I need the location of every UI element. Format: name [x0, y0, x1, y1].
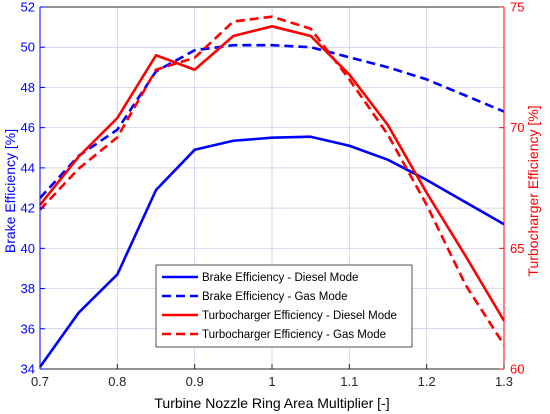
x-tick-label: 1: [268, 374, 275, 389]
left-y-tick-label: 42: [21, 201, 35, 216]
legend: Brake Efficiency - Diesel Mode Brake Effi…: [155, 264, 413, 348]
x-tick-label: 0.7: [31, 374, 49, 389]
legend-box: [155, 264, 413, 348]
left-y-tick-label: 52: [21, 0, 35, 15]
left-y-tick-label: 38: [21, 281, 35, 296]
x-axis-title: Turbine Nozzle Ring Area Multiplier [-]: [154, 395, 389, 411]
x-tick-label: 0.8: [108, 374, 126, 389]
legend-label-3: Turbocharger Efficiency - Diesel Mode: [202, 310, 397, 322]
left-y-tick-label: 46: [21, 120, 35, 135]
right-y-tick-label: 60: [510, 362, 524, 377]
left-y-axis-title: Brake Efficiency [%]: [2, 129, 18, 253]
right-y-tick-label: 75: [510, 0, 524, 15]
right-y-tick-label: 65: [510, 241, 524, 256]
left-y-tick-label: 36: [21, 321, 35, 336]
left-y-axis-ticks: 34 36 38 40 42 44 46 48 50 52: [21, 0, 45, 377]
x-tick-label: 0.9: [186, 374, 204, 389]
series-line-1: [38, 135, 505, 368]
series-line-4: [39, 15, 506, 346]
left-y-tick-label: 40: [21, 241, 35, 256]
legend-label-4: Turbocharger Efficiency - Gas Mode: [202, 329, 386, 341]
left-y-tick-label: 50: [21, 40, 35, 55]
right-y-axis-title: Turbocharger Efficiency [%]: [525, 105, 541, 276]
left-y-tick-label: 44: [21, 160, 35, 175]
x-tick-label: 1.3: [495, 374, 513, 389]
right-y-tick-label: 70: [510, 120, 524, 135]
x-tick-label: 1.1: [340, 374, 358, 389]
x-tick-label: 1.2: [418, 374, 436, 389]
legend-label-2: Brake Efficiency - Gas Mode: [202, 291, 348, 303]
left-y-tick-label: 48: [21, 80, 35, 95]
series-line-2: [39, 43, 505, 199]
left-y-tick-label: 34: [21, 362, 35, 377]
series-lines: [38, 15, 506, 368]
right-y-axis-ticks: 60 65 70 75: [499, 0, 524, 377]
legend-label-1: Brake Efficiency - Diesel Mode: [202, 272, 358, 284]
series-line-3: [38, 25, 506, 322]
x-axis-ticks: 0.7 0.8 0.9 1 1.1 1.2 1.3: [31, 364, 513, 389]
